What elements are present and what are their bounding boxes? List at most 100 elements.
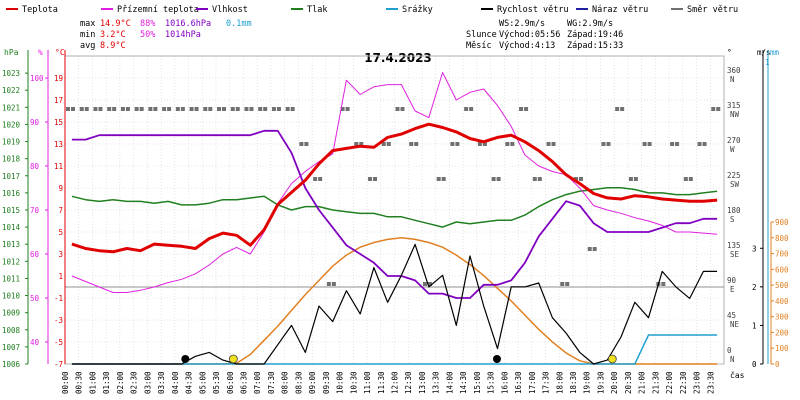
pressure-tick-label: 1015 bbox=[2, 206, 20, 215]
direction-point bbox=[373, 177, 378, 181]
x-tick-label: 20:30 bbox=[624, 371, 633, 394]
direction-point bbox=[148, 107, 153, 111]
pressure-tick-label: 1013 bbox=[2, 240, 20, 249]
direction-point bbox=[519, 107, 524, 111]
x-tick-label: 02:00 bbox=[116, 371, 125, 394]
direction-point bbox=[414, 142, 419, 146]
direction-point bbox=[675, 142, 680, 146]
humidity-tick-label: 50 bbox=[30, 294, 40, 303]
direction-point bbox=[670, 142, 675, 146]
temperature-tick-label: -3 bbox=[54, 316, 63, 325]
stat-ws: WS:2.9m/s bbox=[499, 19, 545, 29]
x-tick-label: 10:00 bbox=[336, 371, 345, 394]
direction-tick-label: 135 bbox=[727, 241, 741, 250]
pressure-tick-label: 1022 bbox=[2, 86, 20, 95]
direction-point bbox=[66, 107, 70, 111]
x-tick-label: 23:00 bbox=[693, 371, 702, 394]
legend-label: Směr větru bbox=[687, 5, 738, 15]
direction-point bbox=[175, 107, 180, 111]
direction-point bbox=[153, 107, 158, 111]
direction-point bbox=[189, 107, 194, 111]
stat-min-temp: 3.2°C bbox=[100, 30, 126, 40]
direction-point bbox=[167, 107, 172, 111]
direction-point bbox=[340, 107, 345, 111]
direction-point bbox=[386, 142, 391, 146]
direction-point bbox=[491, 177, 496, 181]
direction-point bbox=[587, 247, 592, 251]
pressure-tick-label: 1006 bbox=[2, 360, 21, 369]
direction-point bbox=[560, 282, 565, 286]
wind-tick-label: 0 bbox=[752, 360, 757, 369]
x-tick-label: 16:00 bbox=[500, 371, 509, 394]
x-tick-label: 15:00 bbox=[473, 371, 482, 394]
direction-point bbox=[139, 107, 144, 111]
x-tick-label: 05:30 bbox=[212, 371, 221, 394]
stat-min-hum: 50% bbox=[140, 30, 155, 40]
direction-point bbox=[194, 107, 199, 111]
x-tick-label: 09:30 bbox=[322, 371, 331, 394]
sun-tick-label: 400 bbox=[775, 297, 789, 306]
sun-marker bbox=[607, 354, 617, 364]
sun-tick-label: 200 bbox=[775, 328, 789, 337]
humidity-axis-label: % bbox=[38, 48, 43, 57]
direction-point bbox=[606, 142, 611, 146]
temperature-tick-label: 1 bbox=[58, 272, 63, 281]
sun-tick-label: 300 bbox=[775, 313, 789, 322]
direction-point bbox=[505, 142, 510, 146]
direction-point bbox=[71, 107, 75, 111]
direction-name-label: N bbox=[730, 75, 735, 84]
temperature-tick-label: -1 bbox=[54, 294, 63, 303]
x-tick-label: 11:00 bbox=[363, 371, 372, 394]
direction-tick-label: 180 bbox=[727, 206, 741, 215]
direction-tick-label: 270 bbox=[727, 136, 741, 145]
direction-point bbox=[688, 177, 693, 181]
stats-panel: max 14.9°C 88% 1016.6hPa 0.1mm min 3.2°C… bbox=[80, 19, 623, 51]
wind-speed-line bbox=[71, 243, 718, 365]
x-tick-label: 14:00 bbox=[445, 371, 454, 394]
direction-point bbox=[464, 107, 469, 111]
pressure-tick-label: 1020 bbox=[2, 120, 21, 129]
x-tick-label: 17:00 bbox=[528, 371, 537, 394]
direction-tick-label: 0 bbox=[727, 346, 732, 355]
direction-point bbox=[354, 142, 359, 146]
ground-temp-line bbox=[71, 72, 718, 293]
stat-sunset: Západ:19:46 bbox=[567, 30, 623, 40]
pressure-tick-label: 1018 bbox=[2, 155, 21, 164]
direction-point bbox=[455, 142, 460, 146]
x-tick-label: 04:30 bbox=[185, 371, 194, 394]
stat-min-press: 1014hPa bbox=[165, 30, 201, 40]
x-tick-label: 10:30 bbox=[349, 371, 358, 394]
x-tick-label: 05:00 bbox=[198, 371, 207, 394]
sun-tick-label: 900 bbox=[775, 218, 789, 227]
direction-point bbox=[661, 282, 666, 286]
direction-point bbox=[469, 107, 474, 111]
direction-tick-label: 45 bbox=[727, 311, 736, 320]
direction-point bbox=[482, 142, 487, 146]
legend-label: Přízemní teplota bbox=[117, 5, 199, 15]
pressure-tick-label: 1019 bbox=[2, 138, 20, 147]
sun-tick-label: 0 bbox=[775, 360, 780, 369]
direction-point bbox=[208, 107, 213, 111]
direction-point bbox=[258, 107, 263, 111]
humidity-tick-label: 70 bbox=[30, 206, 40, 215]
x-tick-label: 00:00 bbox=[61, 371, 70, 394]
x-tick-label: 14:30 bbox=[459, 371, 468, 394]
direction-point bbox=[125, 107, 130, 111]
pressure-tick-label: 1007 bbox=[2, 343, 20, 352]
direction-point bbox=[222, 107, 227, 111]
direction-point bbox=[249, 107, 254, 111]
temperature-tick-label: -7 bbox=[54, 360, 63, 369]
x-tick-label: 23:30 bbox=[706, 371, 715, 394]
pressure-line bbox=[71, 187, 718, 228]
x-tick-label: 07:30 bbox=[267, 371, 276, 394]
x-tick-label: 07:00 bbox=[253, 371, 262, 394]
direction-point bbox=[601, 142, 606, 146]
direction-point bbox=[313, 177, 318, 181]
direction-point bbox=[702, 142, 707, 146]
wind-tick-label: 1 bbox=[752, 321, 757, 330]
direction-point bbox=[107, 107, 112, 111]
direction-point bbox=[271, 107, 276, 111]
direction-point bbox=[578, 177, 583, 181]
sunshine-line bbox=[71, 237, 718, 365]
direction-point bbox=[285, 107, 290, 111]
